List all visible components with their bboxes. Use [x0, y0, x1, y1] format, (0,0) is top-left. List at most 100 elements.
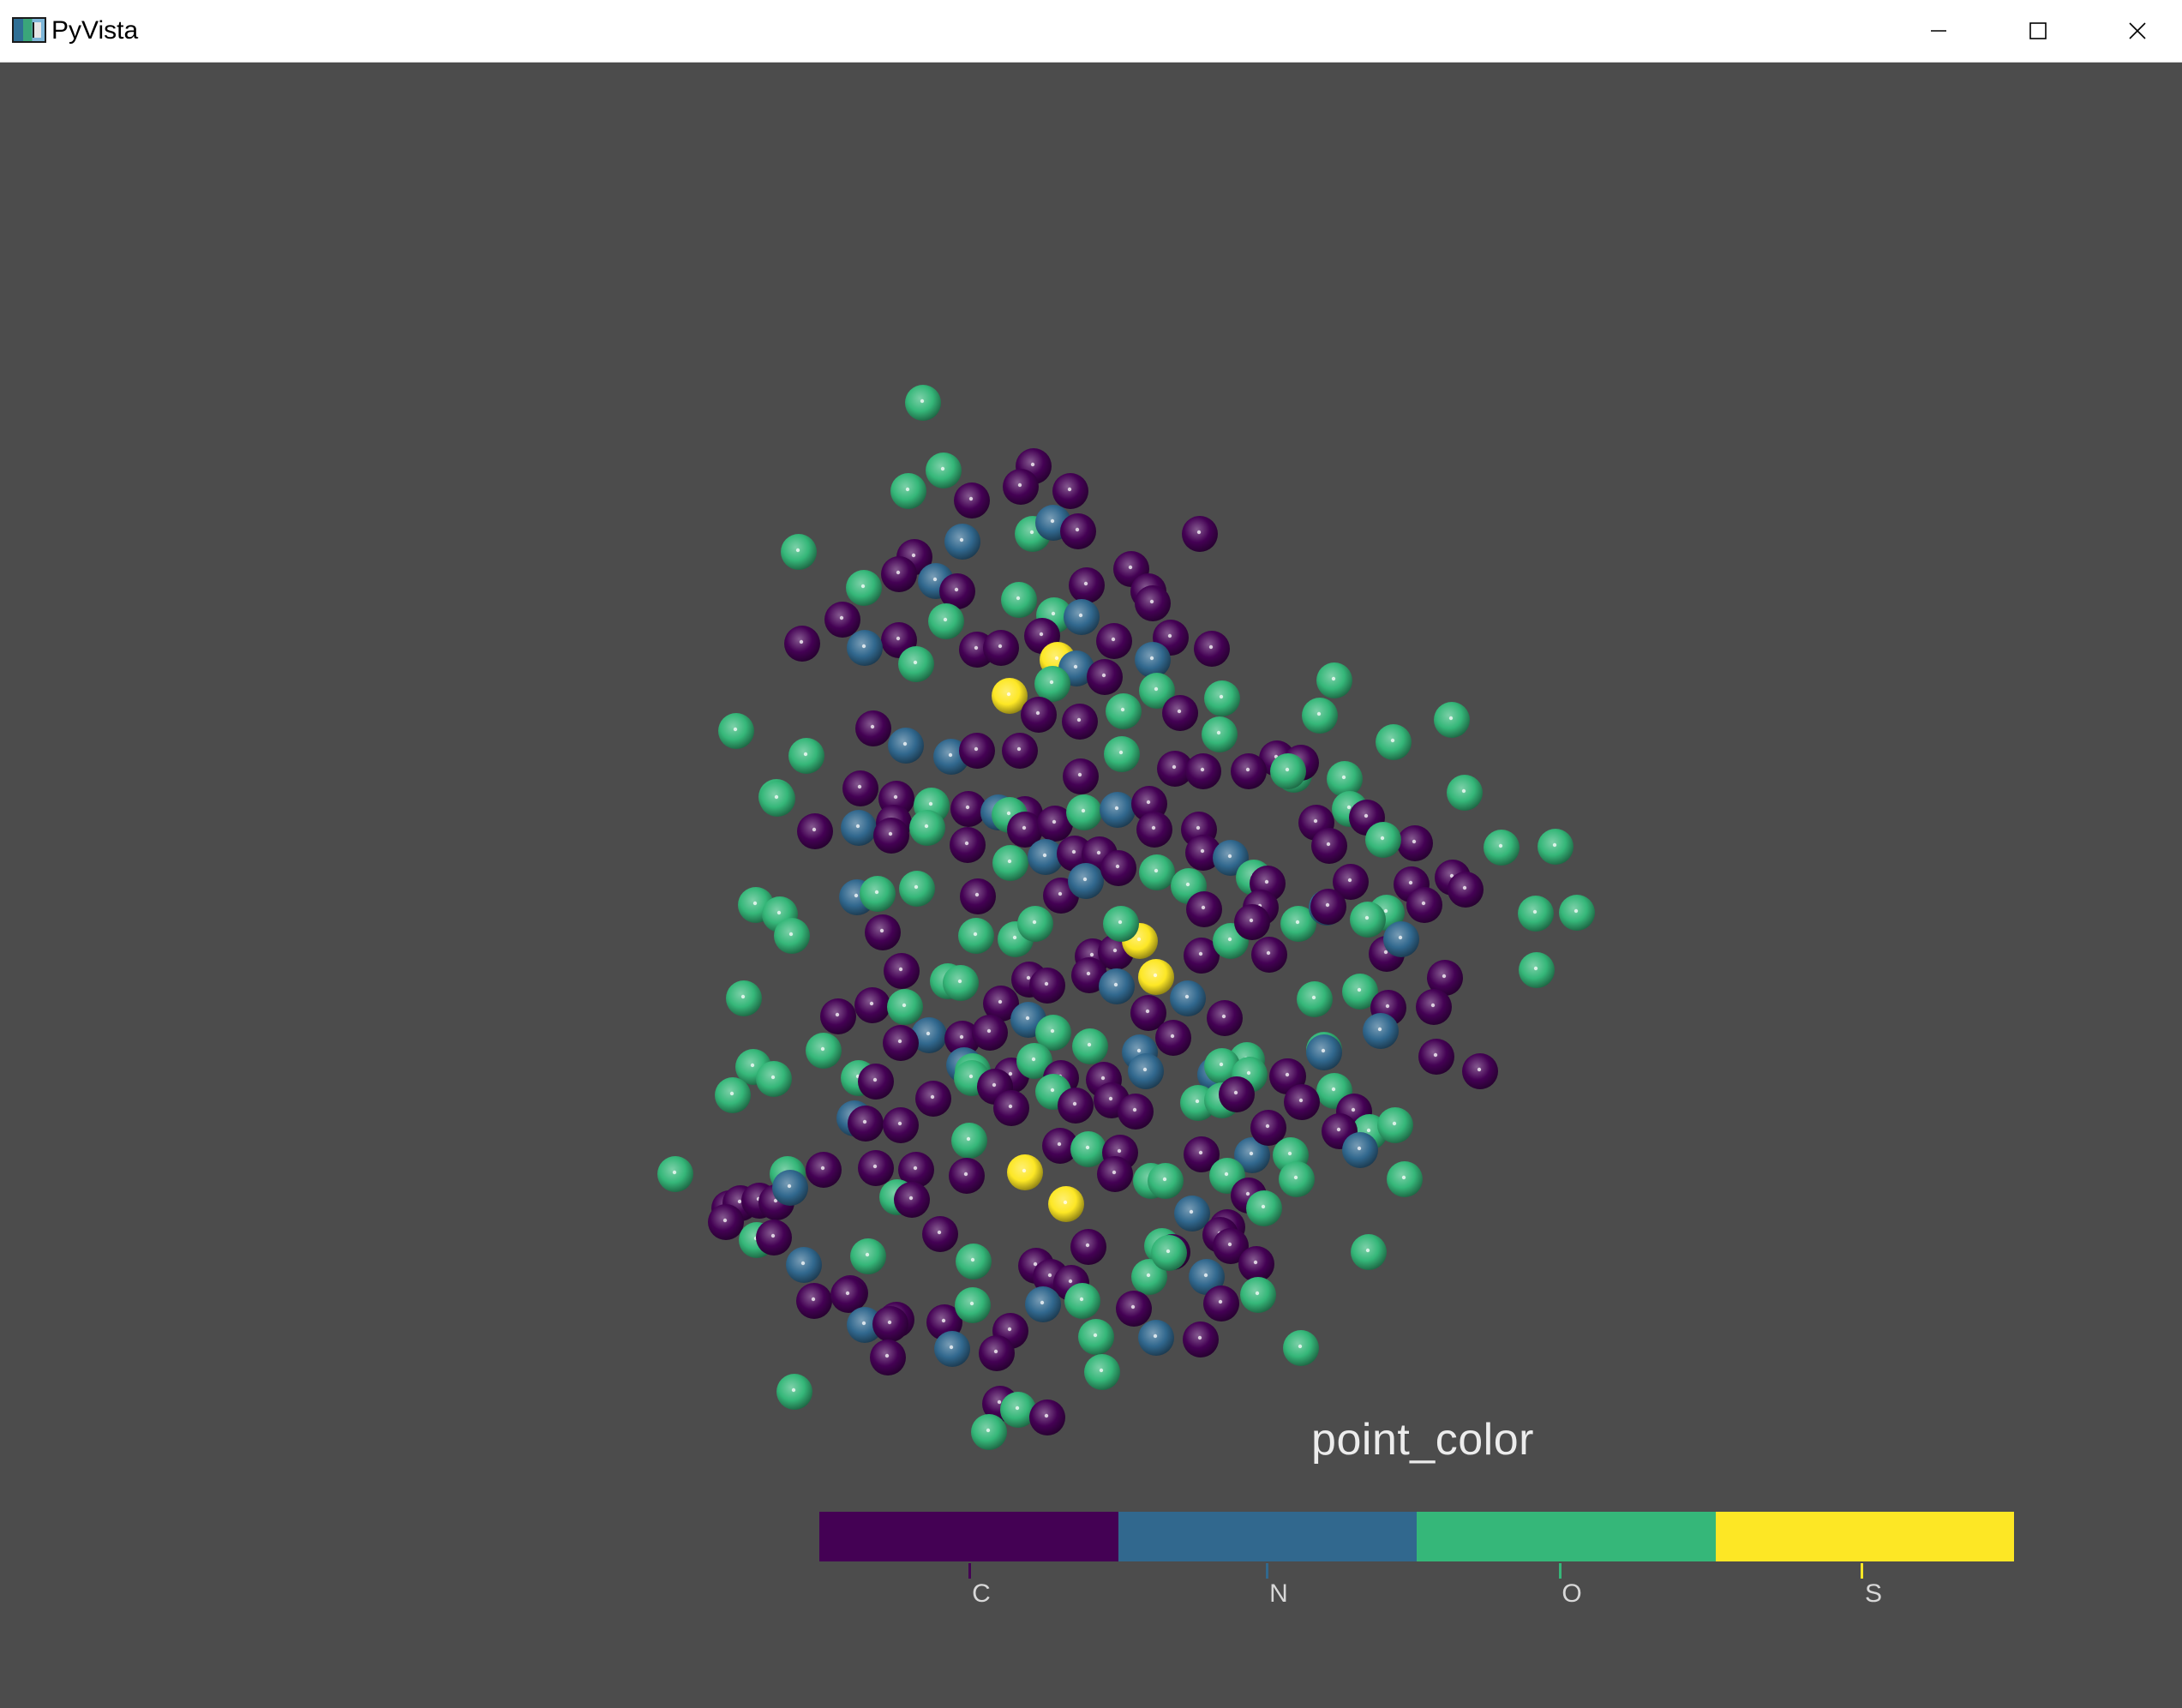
- sphere-highlight: [1364, 915, 1370, 920]
- sphere-point-o: [1297, 981, 1333, 1017]
- sphere-highlight: [902, 1003, 907, 1008]
- sphere-highlight: [998, 999, 1003, 1004]
- sphere-highlight: [1057, 1142, 1062, 1147]
- sphere-point-c: [972, 1015, 1008, 1051]
- sphere-point-c: [1062, 704, 1098, 740]
- sphere-point-n: [1068, 863, 1104, 899]
- sphere-highlight: [1552, 842, 1557, 848]
- sphere-point-c: [983, 986, 1019, 1022]
- sphere-highlight: [1039, 632, 1044, 637]
- sphere-highlight: [1120, 707, 1125, 712]
- sphere-point-c: [1219, 1076, 1255, 1112]
- sphere-point-c: [1462, 1053, 1498, 1089]
- sphere-highlight: [855, 824, 860, 829]
- sphere-highlight: [1153, 973, 1158, 978]
- sphere-highlight: [1112, 1170, 1117, 1175]
- sphere-point-n: [1342, 1132, 1378, 1168]
- sphere-highlight: [1081, 808, 1086, 813]
- scalar-bar-segment-n: [1118, 1512, 1417, 1561]
- sphere-highlight: [1052, 819, 1057, 824]
- sphere-point-c: [1184, 1136, 1220, 1172]
- point-cloud-scene[interactable]: [0, 63, 2182, 1708]
- sphere-point-o: [899, 871, 935, 907]
- sphere-point-c: [1060, 513, 1096, 549]
- sphere-highlight: [1421, 901, 1426, 906]
- sphere-highlight: [776, 910, 782, 915]
- sphere-highlight: [1170, 1034, 1175, 1039]
- window-titlebar[interactable]: PyVista: [0, 0, 2182, 63]
- sphere-highlight: [902, 741, 908, 746]
- window-title: PyVista: [51, 16, 139, 45]
- sphere-point-c: [796, 1283, 832, 1319]
- sphere-highlight: [1408, 880, 1413, 885]
- sphere-highlight: [1154, 868, 1159, 873]
- sphere-highlight: [1285, 767, 1290, 772]
- sphere-point-n: [1189, 1259, 1225, 1295]
- scalar-bar-label-o: O: [1562, 1579, 1582, 1608]
- sphere-highlight: [986, 1028, 992, 1034]
- sphere-point-o: [1240, 1277, 1276, 1313]
- sphere-highlight: [869, 1001, 874, 1006]
- sphere-highlight: [791, 1387, 796, 1393]
- sphere-point-c: [1448, 872, 1484, 908]
- sphere-highlight: [937, 1230, 942, 1235]
- sphere-highlight: [974, 645, 979, 650]
- render-viewport[interactable]: [0, 63, 2182, 1708]
- sphere-point-n: [1099, 968, 1135, 1004]
- sphere-point-c: [883, 1107, 919, 1143]
- sphere-highlight: [943, 617, 948, 622]
- scalar-bar-segment-o: [1417, 1512, 1716, 1561]
- sphere-highlight: [1093, 1333, 1098, 1338]
- sphere-highlight: [803, 752, 808, 757]
- sphere-point-c: [1021, 697, 1057, 733]
- sphere-point-o: [1302, 698, 1338, 734]
- sphere-point-c: [1130, 995, 1166, 1031]
- sphere-point-c: [1118, 1094, 1154, 1130]
- sphere-highlight: [973, 932, 978, 937]
- sphere-point-o: [887, 989, 923, 1025]
- sphere-highlight: [1075, 527, 1080, 532]
- sphere-highlight: [905, 487, 910, 492]
- sphere-highlight: [800, 1261, 806, 1266]
- sphere-point-o: [1139, 854, 1175, 890]
- sphere-point-o: [1283, 1330, 1319, 1366]
- sphere-point-o: [715, 1077, 751, 1113]
- sphere-highlight: [1132, 1107, 1137, 1112]
- minimize-button[interactable]: [1889, 0, 1988, 62]
- sphere-point-c: [915, 1081, 951, 1117]
- sphere-highlight: [913, 660, 918, 665]
- close-button[interactable]: [2088, 0, 2182, 62]
- sphere-point-c: [1184, 938, 1220, 974]
- sphere-highlight: [1050, 1028, 1055, 1034]
- sphere-highlight: [1017, 482, 1022, 488]
- sphere-highlight: [1219, 1062, 1224, 1067]
- sphere-highlight: [1118, 920, 1123, 925]
- sphere-point-o: [726, 980, 762, 1016]
- sphere-highlight: [1221, 1014, 1226, 1019]
- sphere-highlight: [1146, 1273, 1151, 1278]
- sphere-highlight: [672, 1170, 677, 1175]
- sphere-highlight: [1112, 948, 1118, 953]
- sphere-highlight: [1063, 1200, 1068, 1205]
- scalar-bar-title: point_color: [1311, 1415, 1534, 1465]
- sphere-point-o: [905, 385, 941, 421]
- sphere-point-s: [1048, 1186, 1084, 1222]
- sphere-highlight: [1430, 1003, 1436, 1008]
- scalar-bar-tick-c: [968, 1563, 971, 1579]
- sphere-highlight: [733, 727, 738, 732]
- sphere-highlight: [1398, 935, 1403, 940]
- sphere-highlight: [1365, 1248, 1370, 1253]
- sphere-point-c: [1029, 968, 1065, 1004]
- sphere-highlight: [1185, 882, 1190, 887]
- maximize-button[interactable]: [1988, 0, 2088, 62]
- sphere-point-n: [1306, 1034, 1342, 1070]
- pyvista-app-icon: [12, 17, 46, 43]
- sphere-highlight: [1298, 1098, 1304, 1103]
- sphere-point-n: [888, 728, 924, 764]
- sphere-highlight: [722, 1218, 728, 1223]
- sphere-highlight: [1383, 908, 1388, 914]
- sphere-point-c: [1007, 812, 1043, 848]
- sphere-highlight: [1050, 1088, 1055, 1093]
- sphere-highlight: [854, 893, 859, 898]
- sphere-point-o: [1342, 974, 1378, 1010]
